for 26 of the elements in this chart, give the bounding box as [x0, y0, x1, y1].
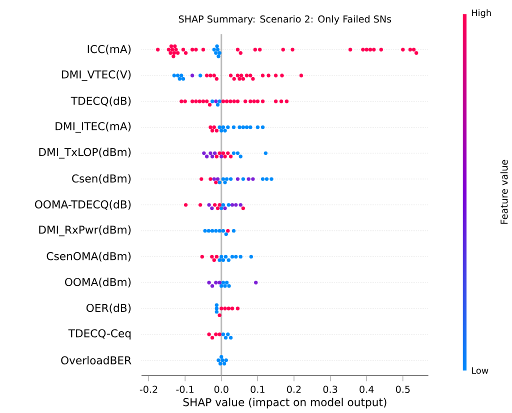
y-tick-label: OER(dB)	[86, 304, 131, 314]
y-tick-label: CsenOMA(dBm)	[46, 252, 131, 262]
y-tick-label: DMI_ITEC(mA)	[56, 122, 131, 133]
chart-title: SHAP Summary: Scenario 2: Only Failed SNs	[178, 15, 392, 25]
y-tick-label: DMI_RxPwr(dBm)	[39, 226, 131, 236]
x-tick-label: 0.0	[214, 386, 228, 394]
y-tick-label: DMI_VTEC(V)	[62, 70, 131, 82]
x-tick-label: 0.2	[287, 386, 301, 394]
y-tick-label: TDECQ-Ceq	[68, 329, 131, 340]
y-tick-label: OverloadBER	[61, 356, 132, 365]
y-tick-label: DMI_TxLOP(dBm)	[39, 148, 131, 159]
y-tick-label: OOMA(dBm)	[65, 278, 131, 288]
y-tick-label: ICC(mA)	[88, 45, 131, 55]
x-tick-label: -0.2	[140, 386, 158, 394]
y-tick-label: OOMA-TDECQ(dB)	[34, 200, 131, 210]
y-tick-label: TDECQ(dB)	[70, 96, 131, 106]
x-tick-label: 0.3	[323, 386, 338, 394]
x-tick-label: -0.1	[176, 386, 194, 394]
x-tick-label: 0.1	[250, 386, 264, 394]
x-axis-title: SHAP value (impact on model output)	[183, 398, 386, 409]
x-tick-label: 0.5	[396, 386, 410, 394]
text: High	[472, 9, 491, 18]
color-bar-title: Feature value	[500, 160, 508, 224]
y-tick-label: Csen(dBm)	[72, 174, 131, 184]
text: Low	[472, 367, 488, 374]
x-tick-label: 0.4	[360, 386, 374, 394]
